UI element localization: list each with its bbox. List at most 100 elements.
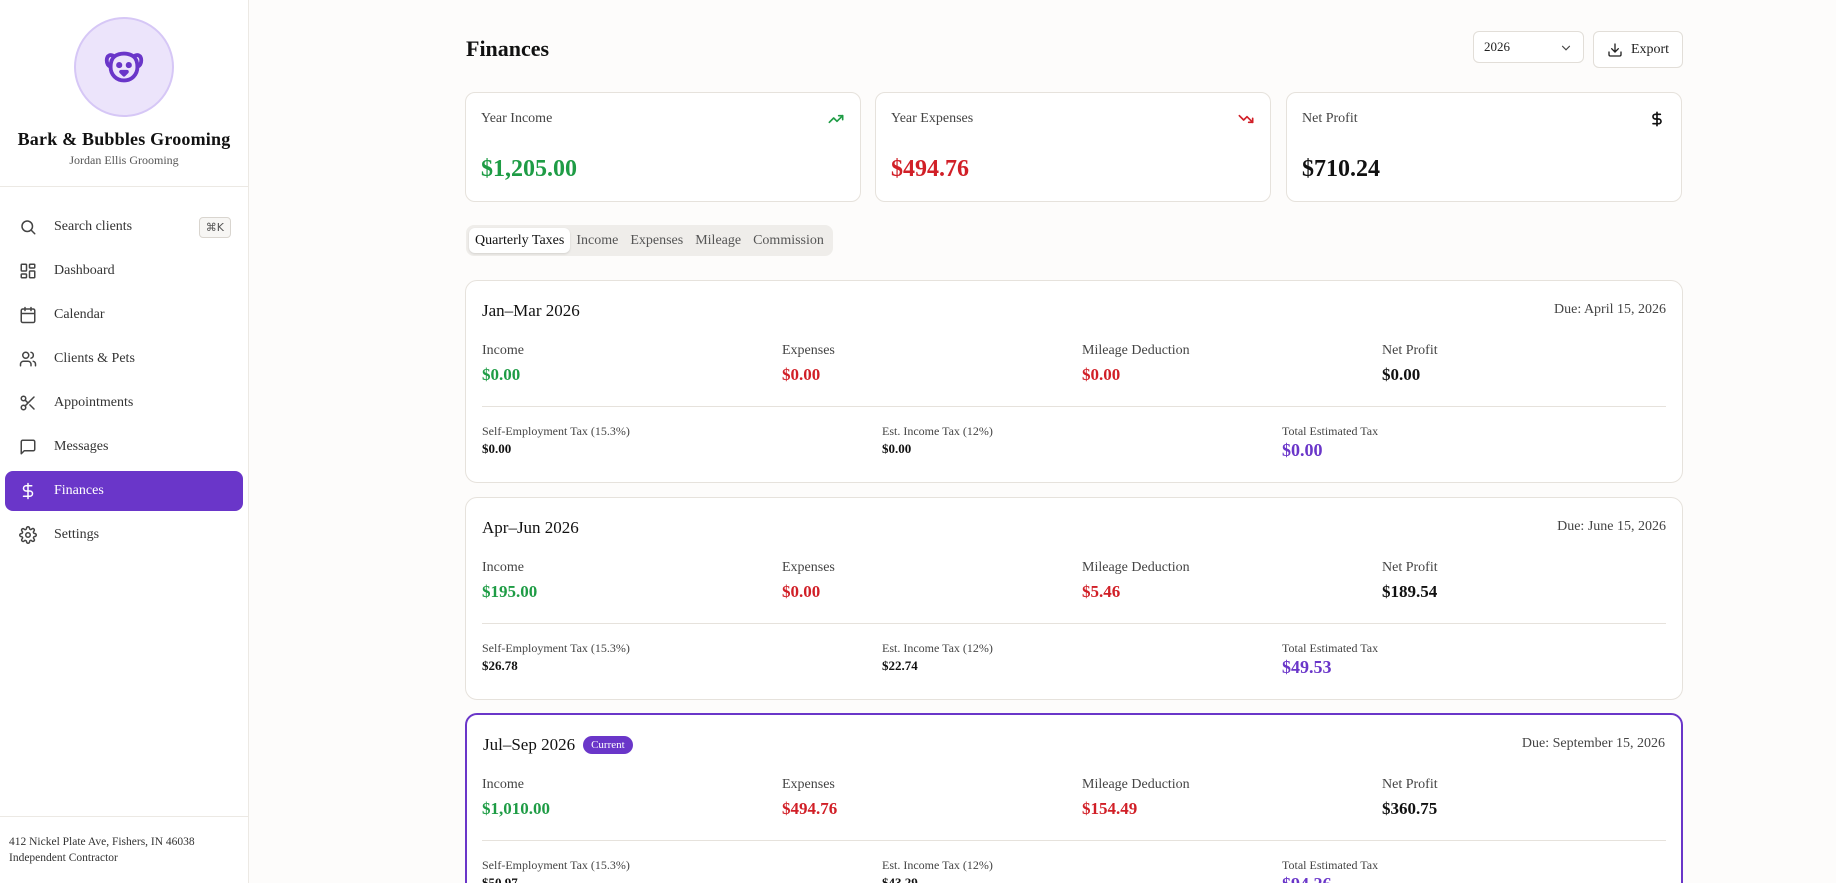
quarter-due-date: Due: June 15, 2026 xyxy=(1557,519,1666,534)
quarter-title: Jul–Sep 2026 Current xyxy=(483,735,633,755)
metric-label: Net Profit xyxy=(1382,777,1438,792)
dollar-icon xyxy=(18,481,38,501)
sidebar-item-settings[interactable]: Settings xyxy=(5,515,243,555)
users-icon xyxy=(18,349,38,369)
total-estimated-tax: Total Estimated Tax $0.00 xyxy=(1282,424,1378,461)
sidebar-item-appointments[interactable]: Appointments xyxy=(5,383,243,423)
year-select[interactable]: 2026 xyxy=(1473,31,1584,63)
total-estimated-tax: Total Estimated Tax $94.26 xyxy=(1282,858,1378,883)
metric-value: $0.00 xyxy=(782,582,821,601)
year-income-card: Year Income $1,205.00 xyxy=(465,92,861,202)
quarter-title: Jan–Mar 2026 xyxy=(482,301,580,321)
metric-value: $0.00 xyxy=(482,365,521,384)
quarter-expenses: Expenses $0.00 xyxy=(782,343,835,385)
net-profit-card: Net Profit $710.24 xyxy=(1286,92,1682,202)
tab-commission[interactable]: Commission xyxy=(753,232,824,248)
year-select-value: 2026 xyxy=(1484,39,1510,54)
tax-value: $0.00 xyxy=(882,441,912,456)
dollar-icon xyxy=(1652,111,1662,127)
metric-label: Expenses xyxy=(782,560,835,575)
sidebar-item-label: Appointments xyxy=(54,395,134,410)
tab-mileage[interactable]: Mileage xyxy=(695,232,742,248)
sidebar-item-clients-pets[interactable]: Clients & Pets xyxy=(5,339,243,379)
tax-label: Est. Income Tax (12%) xyxy=(882,641,993,655)
chevron-down-icon xyxy=(1561,45,1571,51)
tab-income[interactable]: Income xyxy=(576,232,619,248)
quarter-net-profit: Net Profit $360.75 xyxy=(1382,777,1438,819)
dog-icon xyxy=(104,51,144,83)
tax-value: $26.78 xyxy=(482,658,518,673)
trending-down-icon xyxy=(1238,114,1254,124)
metric-value: $5.46 xyxy=(1082,582,1121,601)
tax-value: $50.97 xyxy=(482,875,518,883)
tax-value: $22.74 xyxy=(882,658,918,673)
brand-name: Bark & Bubbles Grooming xyxy=(17,129,231,149)
tab-quarterly-taxes[interactable]: Quarterly Taxes xyxy=(469,228,571,253)
stat-value: $1,205.00 xyxy=(481,156,577,182)
current-badge: Current xyxy=(583,736,633,754)
export-label: Export xyxy=(1630,41,1670,57)
tax-value: $43.29 xyxy=(882,875,918,883)
sidebar: Bark & Bubbles Grooming Jordan Ellis Gro… xyxy=(0,0,249,883)
sidebar-item-dashboard[interactable]: Dashboard xyxy=(5,251,243,291)
sidebar-item-label: Calendar xyxy=(54,307,105,322)
income-tax: Est. Income Tax (12%) $22.74 xyxy=(882,641,993,674)
search-shortcut-badge: ⌘K xyxy=(198,217,231,238)
metric-label: Income xyxy=(482,560,524,575)
quarter-mileage: Mileage Deduction $154.49 xyxy=(1082,777,1190,819)
sidebar-footer: 412 Nickel Plate Ave, Fishers, IN 46038 … xyxy=(0,816,249,883)
metric-label: Net Profit xyxy=(1382,560,1438,575)
avatar xyxy=(74,17,174,117)
tax-label: Self-Employment Tax (15.3%) xyxy=(482,858,630,872)
metric-value: $494.76 xyxy=(782,799,838,818)
income-tax: Est. Income Tax (12%) $43.29 xyxy=(882,858,993,883)
sidebar-item-calendar[interactable]: Calendar xyxy=(5,295,243,335)
metric-label: Income xyxy=(482,343,524,358)
year-expenses-card: Year Expenses $494.76 xyxy=(875,92,1271,202)
search-clients-button[interactable]: Search clients ⌘K xyxy=(5,207,243,247)
metric-value: $0.00 xyxy=(1382,365,1421,384)
stat-label: Net Profit xyxy=(1302,111,1358,126)
quarter-expenses: Expenses $494.76 xyxy=(782,777,837,819)
stat-value: $494.76 xyxy=(891,156,969,182)
search-clients-label: Search clients xyxy=(54,219,133,234)
metric-label: Expenses xyxy=(782,777,835,792)
tax-label: Total Estimated Tax xyxy=(1282,858,1379,872)
quarter-income: Income $1,010.00 xyxy=(482,777,550,819)
finance-tabs: Quarterly Taxes Income Expenses Mileage … xyxy=(466,225,833,256)
sidebar-item-finances[interactable]: Finances xyxy=(5,471,243,511)
quarter-due-date: Due: April 15, 2026 xyxy=(1554,302,1666,317)
metric-value: $0.00 xyxy=(1082,365,1121,384)
metric-label: Income xyxy=(482,777,524,792)
sidebar-item-label: Dashboard xyxy=(54,263,115,278)
export-button[interactable]: Export xyxy=(1593,31,1683,68)
metric-label: Mileage Deduction xyxy=(1082,777,1190,792)
income-tax: Est. Income Tax (12%) $0.00 xyxy=(882,424,993,457)
self-employment-tax: Self-Employment Tax (15.3%) $26.78 xyxy=(482,641,630,674)
quarter-card-q2: Apr–Jun 2026 Due: June 15, 2026 Income $1… xyxy=(465,497,1683,700)
quarter-card-q3: Jul–Sep 2026 Current Due: September 15, … xyxy=(465,713,1683,883)
gear-icon xyxy=(18,525,38,545)
stat-value: $710.24 xyxy=(1302,156,1380,182)
page-title: Finances xyxy=(466,36,550,61)
tax-label: Total Estimated Tax xyxy=(1282,424,1379,438)
quarter-title-text: Jan–Mar 2026 xyxy=(482,301,580,320)
tab-expenses[interactable]: Expenses xyxy=(630,232,684,248)
divider xyxy=(482,623,1666,624)
business-address: 412 Nickel Plate Ave, Fishers, IN 46038 xyxy=(9,836,195,848)
calendar-icon xyxy=(18,305,38,325)
business-role: Independent Contractor xyxy=(9,852,118,864)
sidebar-item-messages[interactable]: Messages xyxy=(5,427,243,467)
download-icon xyxy=(1608,42,1622,57)
tax-label: Est. Income Tax (12%) xyxy=(882,858,993,872)
dashboard-icon xyxy=(18,261,38,281)
quarter-mileage: Mileage Deduction $5.46 xyxy=(1082,560,1190,602)
brand-block: Bark & Bubbles Grooming Jordan Ellis Gro… xyxy=(0,0,248,187)
tax-value: $0.00 xyxy=(1282,440,1323,460)
metric-value: $195.00 xyxy=(482,582,538,601)
trending-up-icon xyxy=(828,114,844,124)
tax-label: Self-Employment Tax (15.3%) xyxy=(482,641,630,655)
quarter-title-text: Jul–Sep 2026 xyxy=(483,735,576,754)
quarter-net-profit: Net Profit $189.54 xyxy=(1382,560,1438,602)
quarter-mileage: Mileage Deduction $0.00 xyxy=(1082,343,1190,385)
